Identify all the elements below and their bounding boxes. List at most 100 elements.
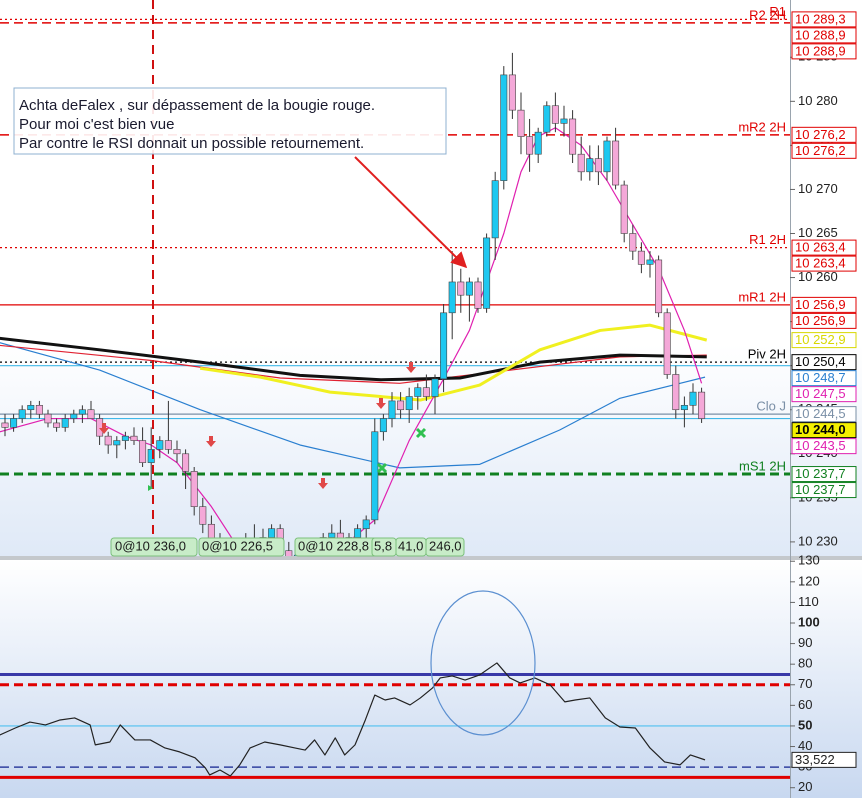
candle-body (130, 435, 138, 441)
y-tick-label: 120 (798, 573, 820, 588)
candle-body (491, 180, 499, 239)
annotation-text: Achta deFalex , sur dépassement de la bo… (19, 97, 375, 114)
candle-body (35, 405, 43, 415)
y-tick-label: 10 265 (798, 225, 838, 240)
price-tag (791, 27, 857, 44)
price-tag-label: 10 288,9 (795, 43, 846, 58)
price-tag-label: 10 244,0 (795, 422, 846, 437)
y-tick-label: 70 (798, 676, 812, 691)
y-tick-label: 20 (798, 779, 812, 794)
level-name: Piv 2H (748, 347, 786, 362)
annotation-box (13, 87, 447, 155)
price-tag (791, 438, 857, 455)
candle-body (663, 312, 671, 375)
price-tag (791, 354, 857, 371)
indicator-line (199, 323, 708, 402)
candle-body (10, 418, 18, 428)
price-tag (791, 255, 857, 272)
price-tag-label: 10 247,5 (795, 386, 846, 401)
candle-body (457, 281, 465, 296)
candle-body (268, 528, 276, 538)
price-tag-label: 10 237,7 (795, 482, 846, 497)
level-name: Clo J (756, 399, 786, 414)
candle-body (53, 422, 61, 428)
candle-body (61, 418, 69, 428)
candle-body (448, 281, 456, 314)
order-label: 0@10 236,0 (115, 538, 186, 553)
candle-body (354, 528, 362, 538)
price-tag-label: 10 237,7 (795, 466, 846, 481)
candle-body (655, 259, 663, 314)
candle-body (78, 409, 86, 415)
candle-body (465, 281, 473, 296)
order-label: 5,8 (374, 538, 392, 553)
candle-body (500, 74, 508, 181)
price-tag (791, 370, 857, 387)
candle-body (508, 74, 516, 111)
candle-body (612, 140, 620, 186)
candle-body (87, 409, 95, 419)
candle-body (680, 405, 688, 411)
y-tick-label: 10 230 (798, 533, 838, 548)
price-tag-label: 10 263,4 (795, 256, 846, 271)
panel-separator (0, 556, 862, 560)
candle-body (27, 405, 35, 411)
candle-body (18, 409, 26, 419)
price-tag-label: 10 276,2 (795, 143, 846, 158)
candle-body (551, 105, 559, 124)
candle-body (431, 378, 439, 397)
candle-body (543, 105, 551, 133)
level-name: mR1 2H (738, 289, 786, 304)
candle-body (689, 391, 697, 406)
price-tag (791, 11, 857, 28)
candle-body (594, 158, 602, 173)
candle-body (414, 387, 422, 397)
order-label: 41,0 (398, 538, 423, 553)
price-tag (791, 239, 857, 256)
rsi-panel-background (0, 560, 862, 798)
price-tag (791, 406, 857, 423)
price-tag-label: 10 250,4 (795, 354, 846, 369)
level-name: R1 (769, 4, 786, 19)
price-tag (791, 422, 857, 439)
overlay: Achta deFalex , sur dépassement de la bo… (13, 0, 536, 736)
candle-body (113, 440, 121, 446)
indicator-line (0, 662, 706, 777)
annotation-text: Par contre le RSI donnait un possible re… (19, 135, 364, 152)
indicator-line (0, 336, 707, 382)
candle-body (526, 136, 534, 155)
price-tag (791, 482, 857, 499)
level-name: R1 2H (749, 232, 786, 247)
candle-body (285, 550, 293, 556)
candle-body (164, 440, 172, 450)
candle-body (199, 506, 207, 525)
y-tick-label: 10 270 (798, 181, 838, 196)
candle-body (629, 233, 637, 252)
candle-body (698, 391, 706, 419)
price-tag (791, 312, 857, 329)
price-tag (791, 296, 857, 313)
order-label-box (110, 537, 198, 557)
price-tag-label: 10 244,5 (795, 406, 846, 421)
order-label-box (198, 537, 285, 557)
candle-body (182, 453, 190, 472)
candle-body (646, 259, 654, 265)
order-labels: 0@10 236,0 0@10 226,5 0@10 228,8 5,8 41,… (110, 537, 465, 557)
price-tag (791, 466, 857, 483)
buy-signal (376, 427, 427, 474)
candle-body (405, 396, 413, 411)
plot-area (0, 18, 790, 556)
buy-signal (148, 485, 153, 491)
price-tag-label: 33,522 (795, 752, 835, 767)
candle-body (139, 440, 147, 463)
candle-body (577, 153, 585, 173)
candle-body (474, 281, 482, 309)
annotation-text: Pour moi c'est bien vue (19, 116, 174, 133)
y-tick-label: 110 (798, 594, 819, 609)
candle-body (422, 387, 430, 397)
candle-body (637, 250, 645, 265)
indicator-line (0, 342, 706, 469)
price-tag-label: 10 263,4 (795, 240, 846, 255)
level-name: mR2 2H (738, 119, 786, 134)
